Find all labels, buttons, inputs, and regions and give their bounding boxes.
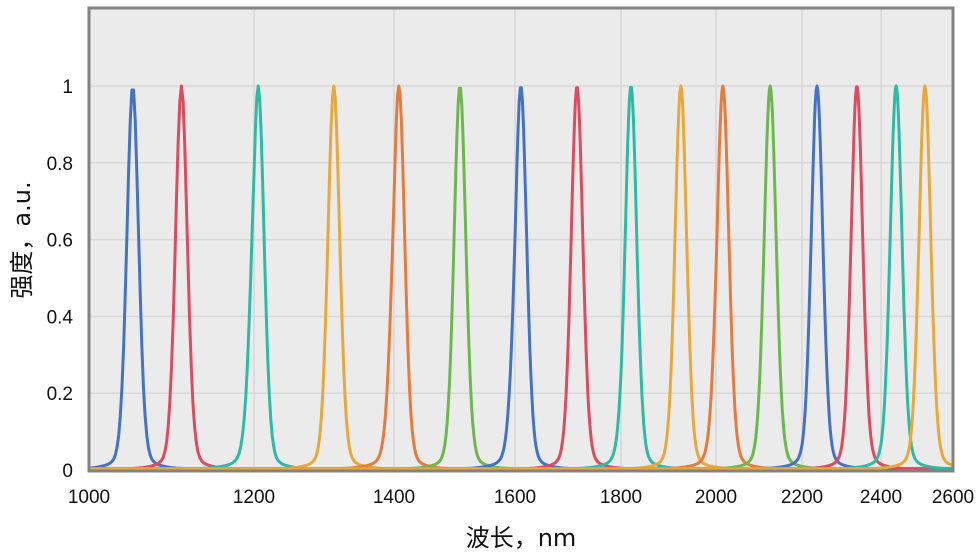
x-tick-label: 2600 <box>932 487 974 508</box>
x-tick-label: 1800 <box>600 487 642 508</box>
y-tick-label: 0.8 <box>47 154 73 175</box>
x-tick-label: 1400 <box>373 487 415 508</box>
y-tick-label: 0 <box>62 461 73 482</box>
series-lines <box>88 84 954 471</box>
x-tick-label: 1200 <box>233 487 275 508</box>
y-tick-label: 0.4 <box>47 307 74 328</box>
y-tick-labels: 0 0.2 0.4 0.6 0.8 1 <box>47 77 74 482</box>
y-tick-label: 0.6 <box>47 231 73 252</box>
series-line-16 <box>89 84 954 471</box>
x-tick-label: 1600 <box>494 487 536 508</box>
x-tick-label: 1000 <box>68 487 110 508</box>
y-tick-label: 0.2 <box>47 384 73 405</box>
x-tick-label: 2000 <box>695 487 737 508</box>
x-tick-labels: 1000 1200 1400 1600 1800 2000 2200 2400 2600 <box>68 487 974 508</box>
plot-frame <box>87 6 955 473</box>
x-tick-label: 2200 <box>781 487 823 508</box>
x-axis-label: 波长，nm <box>466 524 577 552</box>
y-axis-label: 强度，a.u. <box>8 181 36 298</box>
x-tick-label: 2400 <box>860 487 902 508</box>
y-tick-label: 1 <box>62 77 73 98</box>
